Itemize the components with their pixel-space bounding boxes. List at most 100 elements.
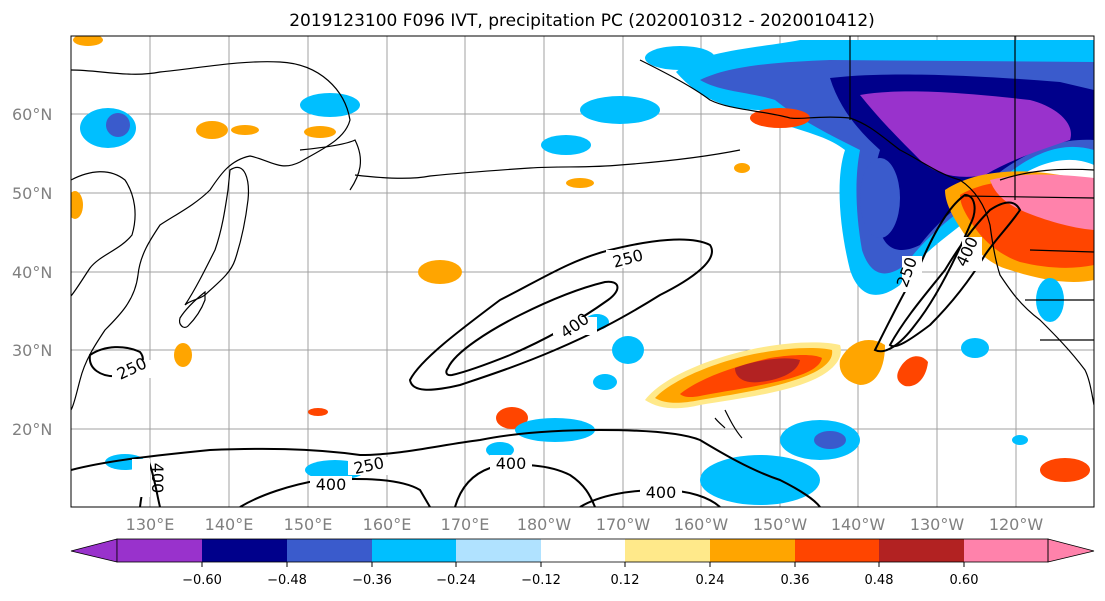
precip-negative-region (612, 336, 644, 364)
colorbar-tick-label: 0.60 (950, 573, 979, 588)
lon-label: 130°E (126, 515, 175, 534)
colorbar-swatch (287, 539, 372, 562)
precip-shading (71, 36, 1094, 505)
colorbar-swatch (964, 539, 1048, 562)
precip-negative-region (814, 431, 846, 449)
lat-label: 30°N (12, 341, 52, 360)
precip-positive-region (231, 125, 259, 135)
contour-label-400: 400 (496, 454, 527, 473)
border (1029, 249, 1094, 253)
colorbar-tick-label: −0.36 (352, 573, 392, 588)
contour-label-bg (132, 459, 150, 497)
precip-positive-region (73, 36, 103, 46)
contour-label-400: 400 (148, 463, 167, 494)
kamchatka-coastline (299, 139, 362, 191)
precip-negative-region (860, 158, 900, 238)
colorbar-swatch (795, 539, 879, 562)
colorbar-tick-label: −0.48 (267, 573, 307, 588)
asia-coastline (71, 61, 351, 411)
lat-label: 50°N (12, 184, 52, 203)
korea-coastline (71, 171, 136, 297)
border (964, 195, 1094, 199)
colorbar-swatch (879, 539, 964, 562)
ivt-250-contour (71, 428, 821, 507)
colorbar-tick-label: −0.12 (521, 573, 561, 588)
precip-positive-region (734, 163, 750, 173)
colorbar-tick-label: 0.12 (611, 573, 640, 588)
precip-negative-region (860, 91, 1071, 177)
contour-label-bg (490, 455, 532, 473)
ivt-400-contour (454, 463, 596, 507)
lon-label: 150°W (753, 515, 808, 534)
hawaii-coastline (714, 409, 743, 439)
contour-label-bg (348, 457, 390, 475)
colorbar-swatch (202, 539, 287, 562)
ivt-400-contour (888, 201, 1022, 348)
precip-positive-region (418, 260, 462, 284)
latitude-labels: 60°N 50°N 40°N 30°N 20°N (12, 105, 52, 439)
precip-negative-region (300, 93, 360, 117)
japan-coastline (179, 290, 206, 329)
lat-label: 40°N (12, 263, 52, 282)
precip-negative-region (106, 113, 130, 137)
precip-positive-region (566, 178, 594, 188)
lon-label: 180°W (517, 515, 572, 534)
coastlines (71, 36, 1094, 439)
north-america-coastline (639, 59, 1094, 406)
lon-label: 140°W (831, 515, 886, 534)
precip-positive-region (496, 407, 528, 429)
colorbar-swatch (372, 539, 456, 562)
contour-label-bg (962, 237, 982, 271)
precip-positive-region (839, 340, 885, 385)
contour-label-bg (606, 250, 650, 268)
lat-label: 20°N (12, 420, 52, 439)
colorbar-swatch (456, 539, 541, 562)
precip-positive-region (308, 408, 328, 416)
precip-negative-region (541, 135, 591, 155)
lon-label: 170°E (441, 515, 490, 534)
precip-negative-region (961, 338, 989, 358)
colorbar-tick-label: −0.60 (182, 573, 222, 588)
lat-label: 60°N (12, 105, 52, 124)
contour-label-bg (640, 484, 682, 502)
colorbar: −0.60 −0.48 −0.36 −0.24 −0.12 0.12 0.24 … (70, 538, 1095, 588)
lon-label: 130°W (910, 515, 965, 534)
lon-label: 160°E (363, 515, 412, 534)
lon-label: 120°W (989, 515, 1044, 534)
contour-label-400: 400 (646, 483, 677, 502)
colorbar-swatch (710, 539, 795, 562)
precip-negative-region (486, 442, 514, 458)
precip-positive-region (196, 121, 228, 139)
colorbar-ticks (201, 562, 965, 567)
colorbar-tick-label: 0.24 (696, 573, 725, 588)
colorbar-swatch (117, 539, 202, 562)
precip-negative-region (645, 46, 715, 70)
colorbar-extend-low (70, 538, 118, 563)
map-title: 2019123100 F096 IVT, precipitation PC (2… (289, 11, 875, 31)
precip-positive-region (897, 356, 928, 387)
colorbar-extend-high (1047, 538, 1095, 563)
precip-positive-region (71, 191, 83, 219)
border (999, 168, 1094, 181)
contour-label-bg (902, 256, 922, 292)
colorbar-swatch (625, 539, 710, 562)
contour-labels: 250 400 250 400 250 400 400 400 250 400 (112, 234, 982, 502)
ivt-contours (71, 193, 1022, 507)
ivt-400-contour (445, 280, 619, 377)
lon-label: 160°W (674, 515, 729, 534)
map-panel: 250 400 250 400 250 400 400 400 250 400 (70, 35, 1095, 508)
ivt-250-contour (408, 238, 713, 391)
precip-negative-region (515, 418, 595, 442)
contour-label-bg (112, 360, 152, 378)
precip-negative-region (1012, 435, 1028, 445)
contour-label-bg (553, 317, 597, 335)
longitude-labels: 130°E 140°E 150°E 160°E 170°E 180°W 170°… (126, 515, 1044, 534)
precip-negative-region (700, 455, 820, 505)
precip-positive-region (735, 358, 800, 383)
lon-label: 150°E (284, 515, 333, 534)
colorbar-tick-label: −0.24 (436, 573, 476, 588)
contour-label-400: 400 (316, 475, 347, 494)
precip-positive-region (1040, 458, 1090, 482)
precip-positive-region (304, 126, 336, 138)
lon-label: 170°W (596, 515, 651, 534)
